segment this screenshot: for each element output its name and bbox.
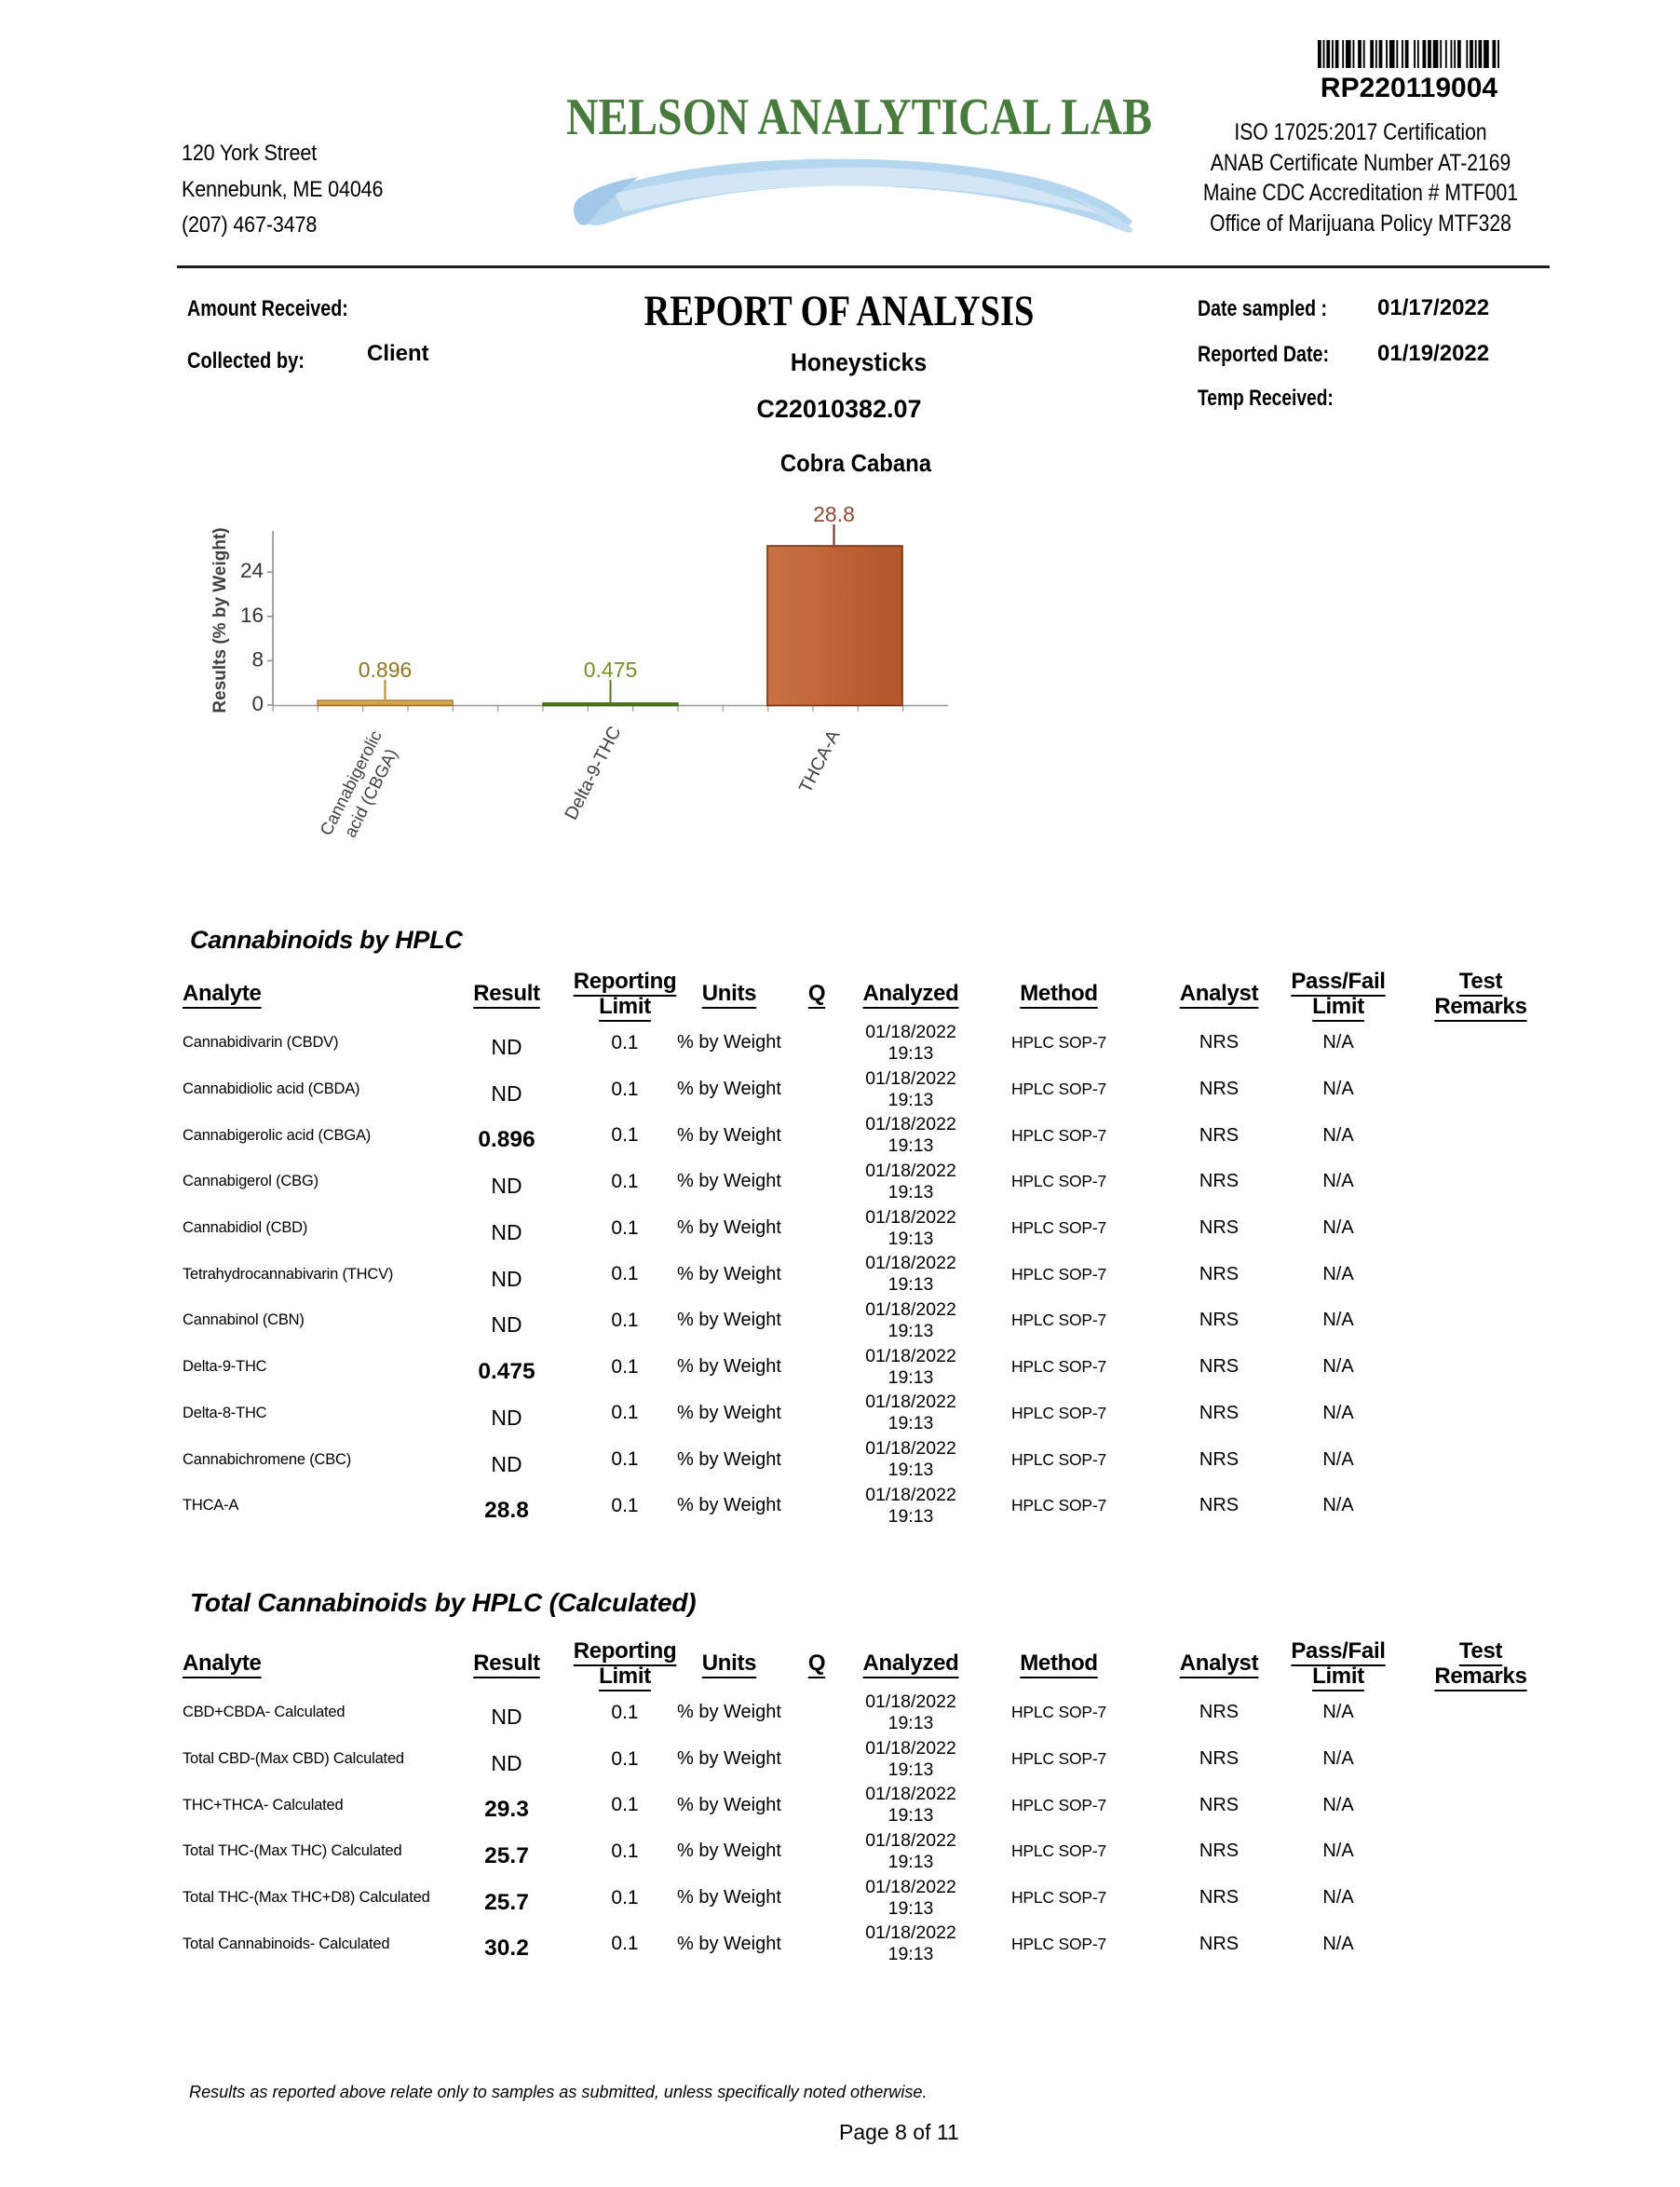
svg-text:THCA-A: THCA-A [795, 727, 845, 796]
svg-text:28.8: 28.8 [813, 502, 855, 526]
svg-text:16: 16 [240, 604, 264, 627]
svg-text:0: 0 [251, 692, 264, 715]
svg-text:0.475: 0.475 [584, 658, 638, 682]
svg-text:8: 8 [251, 648, 264, 672]
svg-text:Delta-9-THC: Delta-9-THC [561, 723, 625, 822]
svg-text:0.896: 0.896 [359, 658, 413, 682]
svg-text:24: 24 [240, 559, 264, 582]
svg-text:Results (% by Weight): Results (% by Weight) [210, 527, 230, 713]
